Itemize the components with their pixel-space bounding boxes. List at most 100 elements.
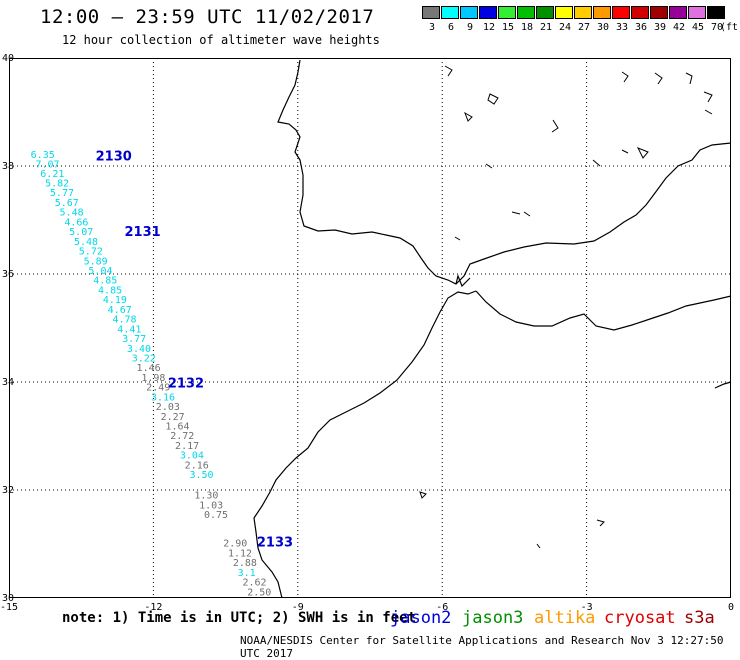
chart-subtitle: 12 hour collection of altimeter wave hei… xyxy=(62,33,380,47)
colorbar-swatch xyxy=(422,6,440,19)
longitude-tick-label: -12 xyxy=(144,602,162,613)
colorbar-swatch xyxy=(460,6,478,19)
wave-height-value: 1.46 xyxy=(137,363,161,374)
wave-height-value: 5.77 xyxy=(50,188,74,199)
latitude-tick-label: 36 xyxy=(2,269,14,280)
latitude-tick-label: 40 xyxy=(2,53,14,64)
satellite-legend-jason3: jason3 xyxy=(462,608,524,628)
colorbar-label: 3 xyxy=(428,22,436,33)
colorbar-swatch xyxy=(498,6,516,19)
chart-title: 12:00 — 23:59 UTC 11/02/2017 xyxy=(40,6,375,28)
colorbar-swatch xyxy=(536,6,554,19)
wave-height-value: 5.04 xyxy=(88,266,112,277)
colorbar-swatch xyxy=(707,6,725,19)
colorbar-label: 45 xyxy=(691,22,705,33)
colorbar-swatch xyxy=(441,6,459,19)
wave-height-value: 7.07 xyxy=(35,160,59,171)
wave-height-value: 5.48 xyxy=(60,208,84,219)
colorbar-swatch xyxy=(517,6,535,19)
wave-height-value: 4.78 xyxy=(112,315,136,326)
wave-height-value: 2.88 xyxy=(233,558,257,569)
colorbar-swatch xyxy=(631,6,649,19)
satellite-legend-s3a: s3a xyxy=(684,608,715,628)
wave-height-value: 1.03 xyxy=(199,500,223,511)
colorbar-label: 36 xyxy=(634,22,648,33)
wave-height-value: 3.22 xyxy=(132,353,156,364)
pass-time-label: 2133 xyxy=(257,536,293,551)
islands xyxy=(419,65,713,549)
wave-height-value: 3.77 xyxy=(122,334,146,345)
latitude-tick-label: 32 xyxy=(2,485,14,496)
colorbar-unit: (ft) xyxy=(720,22,740,33)
colorbar-swatch xyxy=(593,6,611,19)
colorbar-label: 18 xyxy=(520,22,534,33)
longitude-tick-label: -9 xyxy=(292,602,304,613)
wave-height-value: 5.82 xyxy=(45,179,69,190)
colorbar-label: 12 xyxy=(482,22,496,33)
latitude-tick-label: 30 xyxy=(2,593,14,604)
wave-height-value: 3.40 xyxy=(127,344,151,355)
colorbar-label: 24 xyxy=(558,22,572,33)
graticule: -15 -12 -9 -6 -3 0 40 38 36 34 32 30 xyxy=(0,53,734,613)
satellite-legend-jason2: jason2 xyxy=(390,608,452,628)
wave-height-value: 6.21 xyxy=(40,169,64,180)
colorbar-label: 6 xyxy=(447,22,455,33)
colorbar-swatch xyxy=(612,6,630,19)
wave-height-value: 1.98 xyxy=(141,373,165,384)
wave-height-value: 5.07 xyxy=(69,227,93,238)
satellite-legend-cryosat: cryosat xyxy=(604,608,676,628)
wave-height-value: 2.62 xyxy=(242,578,266,589)
wave-height-value: 5.48 xyxy=(74,237,98,248)
wave-height-value: 4.41 xyxy=(117,324,141,335)
wave-height-value: 4.66 xyxy=(64,217,88,228)
wave-height-value: 2.03 xyxy=(156,402,180,413)
colorbar-swatch xyxy=(479,6,497,19)
wave-height-value: 3.16 xyxy=(151,392,175,403)
wave-height-value: 4.85 xyxy=(93,276,117,287)
longitude-tick-label: 0 xyxy=(728,602,734,613)
wave-height-value: 3.04 xyxy=(180,451,204,462)
colorbar-label: 9 xyxy=(466,22,474,33)
wave-height-value: 2.90 xyxy=(223,539,247,550)
wave-height-value: 3.1 xyxy=(238,568,256,579)
wave-height-value: 5.89 xyxy=(84,256,108,267)
coastline-gibraltar xyxy=(455,274,471,288)
latitude-tick-label: 34 xyxy=(2,377,14,388)
wave-height-value: 5.72 xyxy=(79,247,103,258)
wave-height-value: 2.16 xyxy=(185,460,209,471)
colorbar-label: 15 xyxy=(501,22,515,33)
wave-height-value: 2.50 xyxy=(247,587,271,598)
map-frame xyxy=(9,58,731,598)
pass-time-label: 2131 xyxy=(125,225,161,240)
colorbar-label: 42 xyxy=(672,22,686,33)
credit-line: NOAA/NESDIS Center for Satellite Applica… xyxy=(240,634,724,660)
colorbar-label: 33 xyxy=(615,22,629,33)
wave-height-value: 0.75 xyxy=(204,510,228,521)
wave-height-value: 2.72 xyxy=(170,431,194,442)
wave-height-value: 1.30 xyxy=(194,491,218,502)
wave-height-value: 3.50 xyxy=(190,470,214,481)
wave-height-value: 2.49 xyxy=(146,383,170,394)
pass-time-label: 2132 xyxy=(168,376,204,391)
colorbar-swatch xyxy=(669,6,687,19)
coastline-iberia xyxy=(277,59,732,285)
wave-height-value: 2.27 xyxy=(161,412,185,423)
wave-height-value: 6.35 xyxy=(31,150,55,161)
colorbar-label: 21 xyxy=(539,22,553,33)
coastline-north-africa xyxy=(253,290,477,599)
latitude-tick-label: 38 xyxy=(2,161,14,172)
colorbar-swatch xyxy=(688,6,706,19)
colorbar-label: 27 xyxy=(577,22,591,33)
coastline-med-africa xyxy=(475,290,732,331)
satellite-legend-altika: altika xyxy=(534,608,596,628)
longitude-tick-label: -3 xyxy=(581,602,593,613)
wave-height-value: 4.67 xyxy=(108,305,132,316)
colorbar-swatch xyxy=(650,6,668,19)
longitude-tick-label: -15 xyxy=(0,602,18,613)
altimeter-track: 6.357.076.215.825.775.675.484.665.075.48… xyxy=(31,150,293,599)
colorbar-label: 70 xyxy=(710,22,724,33)
colorbar-label: 30 xyxy=(596,22,610,33)
pass-time-label: 2130 xyxy=(96,150,132,165)
wave-height-value: 4.85 xyxy=(98,285,122,296)
